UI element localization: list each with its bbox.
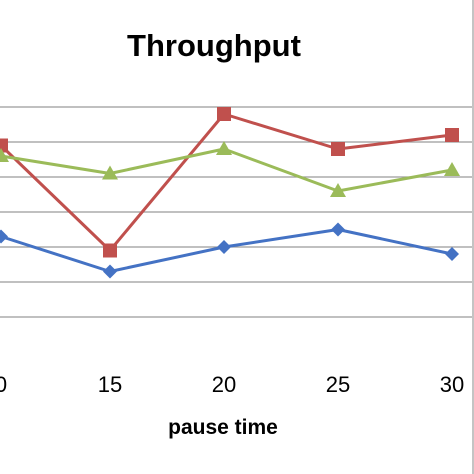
x-axis-label: pause time: [168, 416, 278, 439]
data-point-diamond: [445, 247, 459, 261]
x-tick-label: 0: [0, 372, 7, 397]
chart-title: Throughput: [127, 28, 301, 63]
data-point-diamond: [217, 240, 231, 254]
data-point-diamond: [0, 229, 8, 244]
data-point-square: [445, 128, 459, 142]
data-point-diamond: [103, 264, 117, 279]
x-tick-label: 25: [326, 372, 350, 397]
data-point-triangle: [216, 141, 232, 155]
gridlines: [0, 106, 472, 318]
data-point-triangle: [102, 165, 118, 180]
data-point-triangle: [444, 162, 460, 176]
x-tick-label: 15: [98, 372, 122, 397]
x-tick-label: 30: [440, 372, 464, 397]
x-tick-label: 20: [212, 372, 236, 397]
series-lines: [0, 107, 460, 279]
data-point-square: [331, 142, 345, 156]
x-tick-labels: 0 15 20 25 30: [0, 372, 464, 397]
series-line-3: [0, 147, 453, 193]
data-point-square: [0, 138, 8, 153]
data-point-diamond: [331, 222, 345, 237]
data-point-square: [103, 243, 117, 258]
data-point-triangle: [330, 183, 346, 197]
data-point-square: [217, 107, 231, 121]
data-point-triangle: [0, 148, 9, 162]
